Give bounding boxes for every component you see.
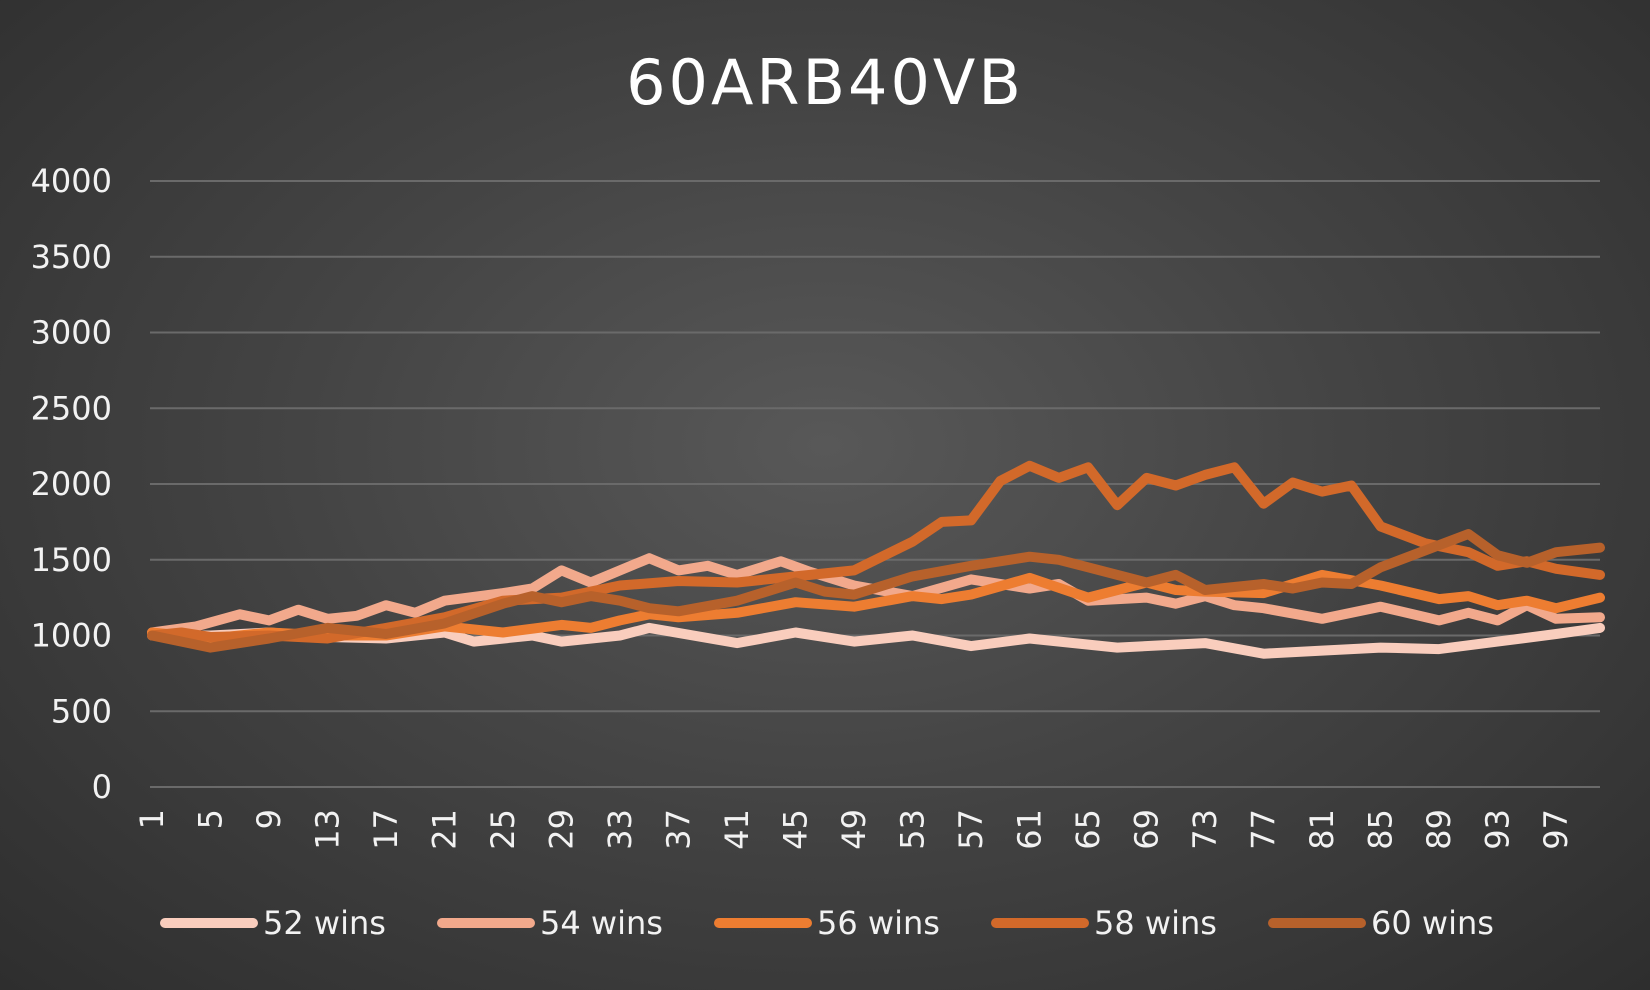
series-line-5: [147, 529, 1605, 653]
x-tick-label: 9: [250, 809, 288, 829]
x-tick-label: 29: [543, 809, 581, 850]
x-tick-label: 33: [601, 809, 639, 850]
x-tick-label: 61: [1011, 809, 1049, 850]
legend-label-5: 60 wins: [1371, 904, 1494, 942]
x-tick-label: 89: [1420, 809, 1458, 850]
series-line-3: [147, 569, 1605, 644]
x-tick-label: 69: [1128, 809, 1166, 850]
y-axis-tick-labels: 0 500 1000 1500 2000 2500 3000 3500 4000: [31, 162, 112, 806]
legend: 52 wins 54 wins 56 wins 58 wins 60 wins: [160, 904, 1494, 942]
x-tick-label: 93: [1479, 809, 1517, 850]
x-tick-label: 21: [426, 809, 464, 850]
series-line-4: [147, 460, 1605, 644]
chart-title: 60ARB40VB: [626, 46, 1024, 119]
x-tick-label: 5: [192, 809, 230, 829]
x-tick-label: 81: [1303, 809, 1341, 850]
y-tick-label: 1000: [31, 617, 112, 655]
x-axis-tick-labels: 1 5 9 13 17 21 25 29 33 37 41 45 49 53 57 61 65 69 73 77 81 8…: [133, 809, 1575, 850]
gridlines: [150, 180, 1600, 788]
x-tick-label: 97: [1537, 809, 1575, 850]
x-tick-label: 73: [1186, 809, 1224, 850]
x-tick-label: 49: [835, 809, 873, 850]
x-tick-label: 13: [309, 809, 347, 850]
x-tick-label: 65: [1069, 809, 1107, 850]
y-tick-label: 1500: [31, 541, 112, 579]
x-tick-label: 53: [894, 809, 932, 850]
legend-label-4: 58 wins: [1094, 904, 1217, 942]
x-tick-label: 1: [133, 809, 171, 829]
x-tick-label: 45: [777, 809, 815, 850]
y-tick-label: 0: [92, 768, 112, 806]
legend-label-1: 52 wins: [263, 904, 386, 942]
y-tick-label: 3000: [31, 314, 112, 352]
x-tick-label: 77: [1245, 809, 1283, 850]
legend-label-3: 56 wins: [817, 904, 940, 942]
x-tick-label: 41: [718, 809, 756, 850]
y-tick-label: 2000: [31, 465, 112, 503]
x-tick-label: 85: [1362, 809, 1400, 850]
y-tick-label: 4000: [31, 162, 112, 200]
x-tick-label: 25: [484, 809, 522, 850]
x-tick-label: 57: [952, 809, 990, 850]
series-lines: [147, 460, 1605, 659]
y-tick-label: 2500: [31, 389, 112, 427]
x-tick-label: 37: [660, 809, 698, 850]
y-tick-label: 500: [51, 692, 112, 730]
legend-label-2: 54 wins: [540, 904, 663, 942]
y-tick-label: 3500: [31, 238, 112, 276]
x-tick-label: 17: [367, 809, 405, 850]
